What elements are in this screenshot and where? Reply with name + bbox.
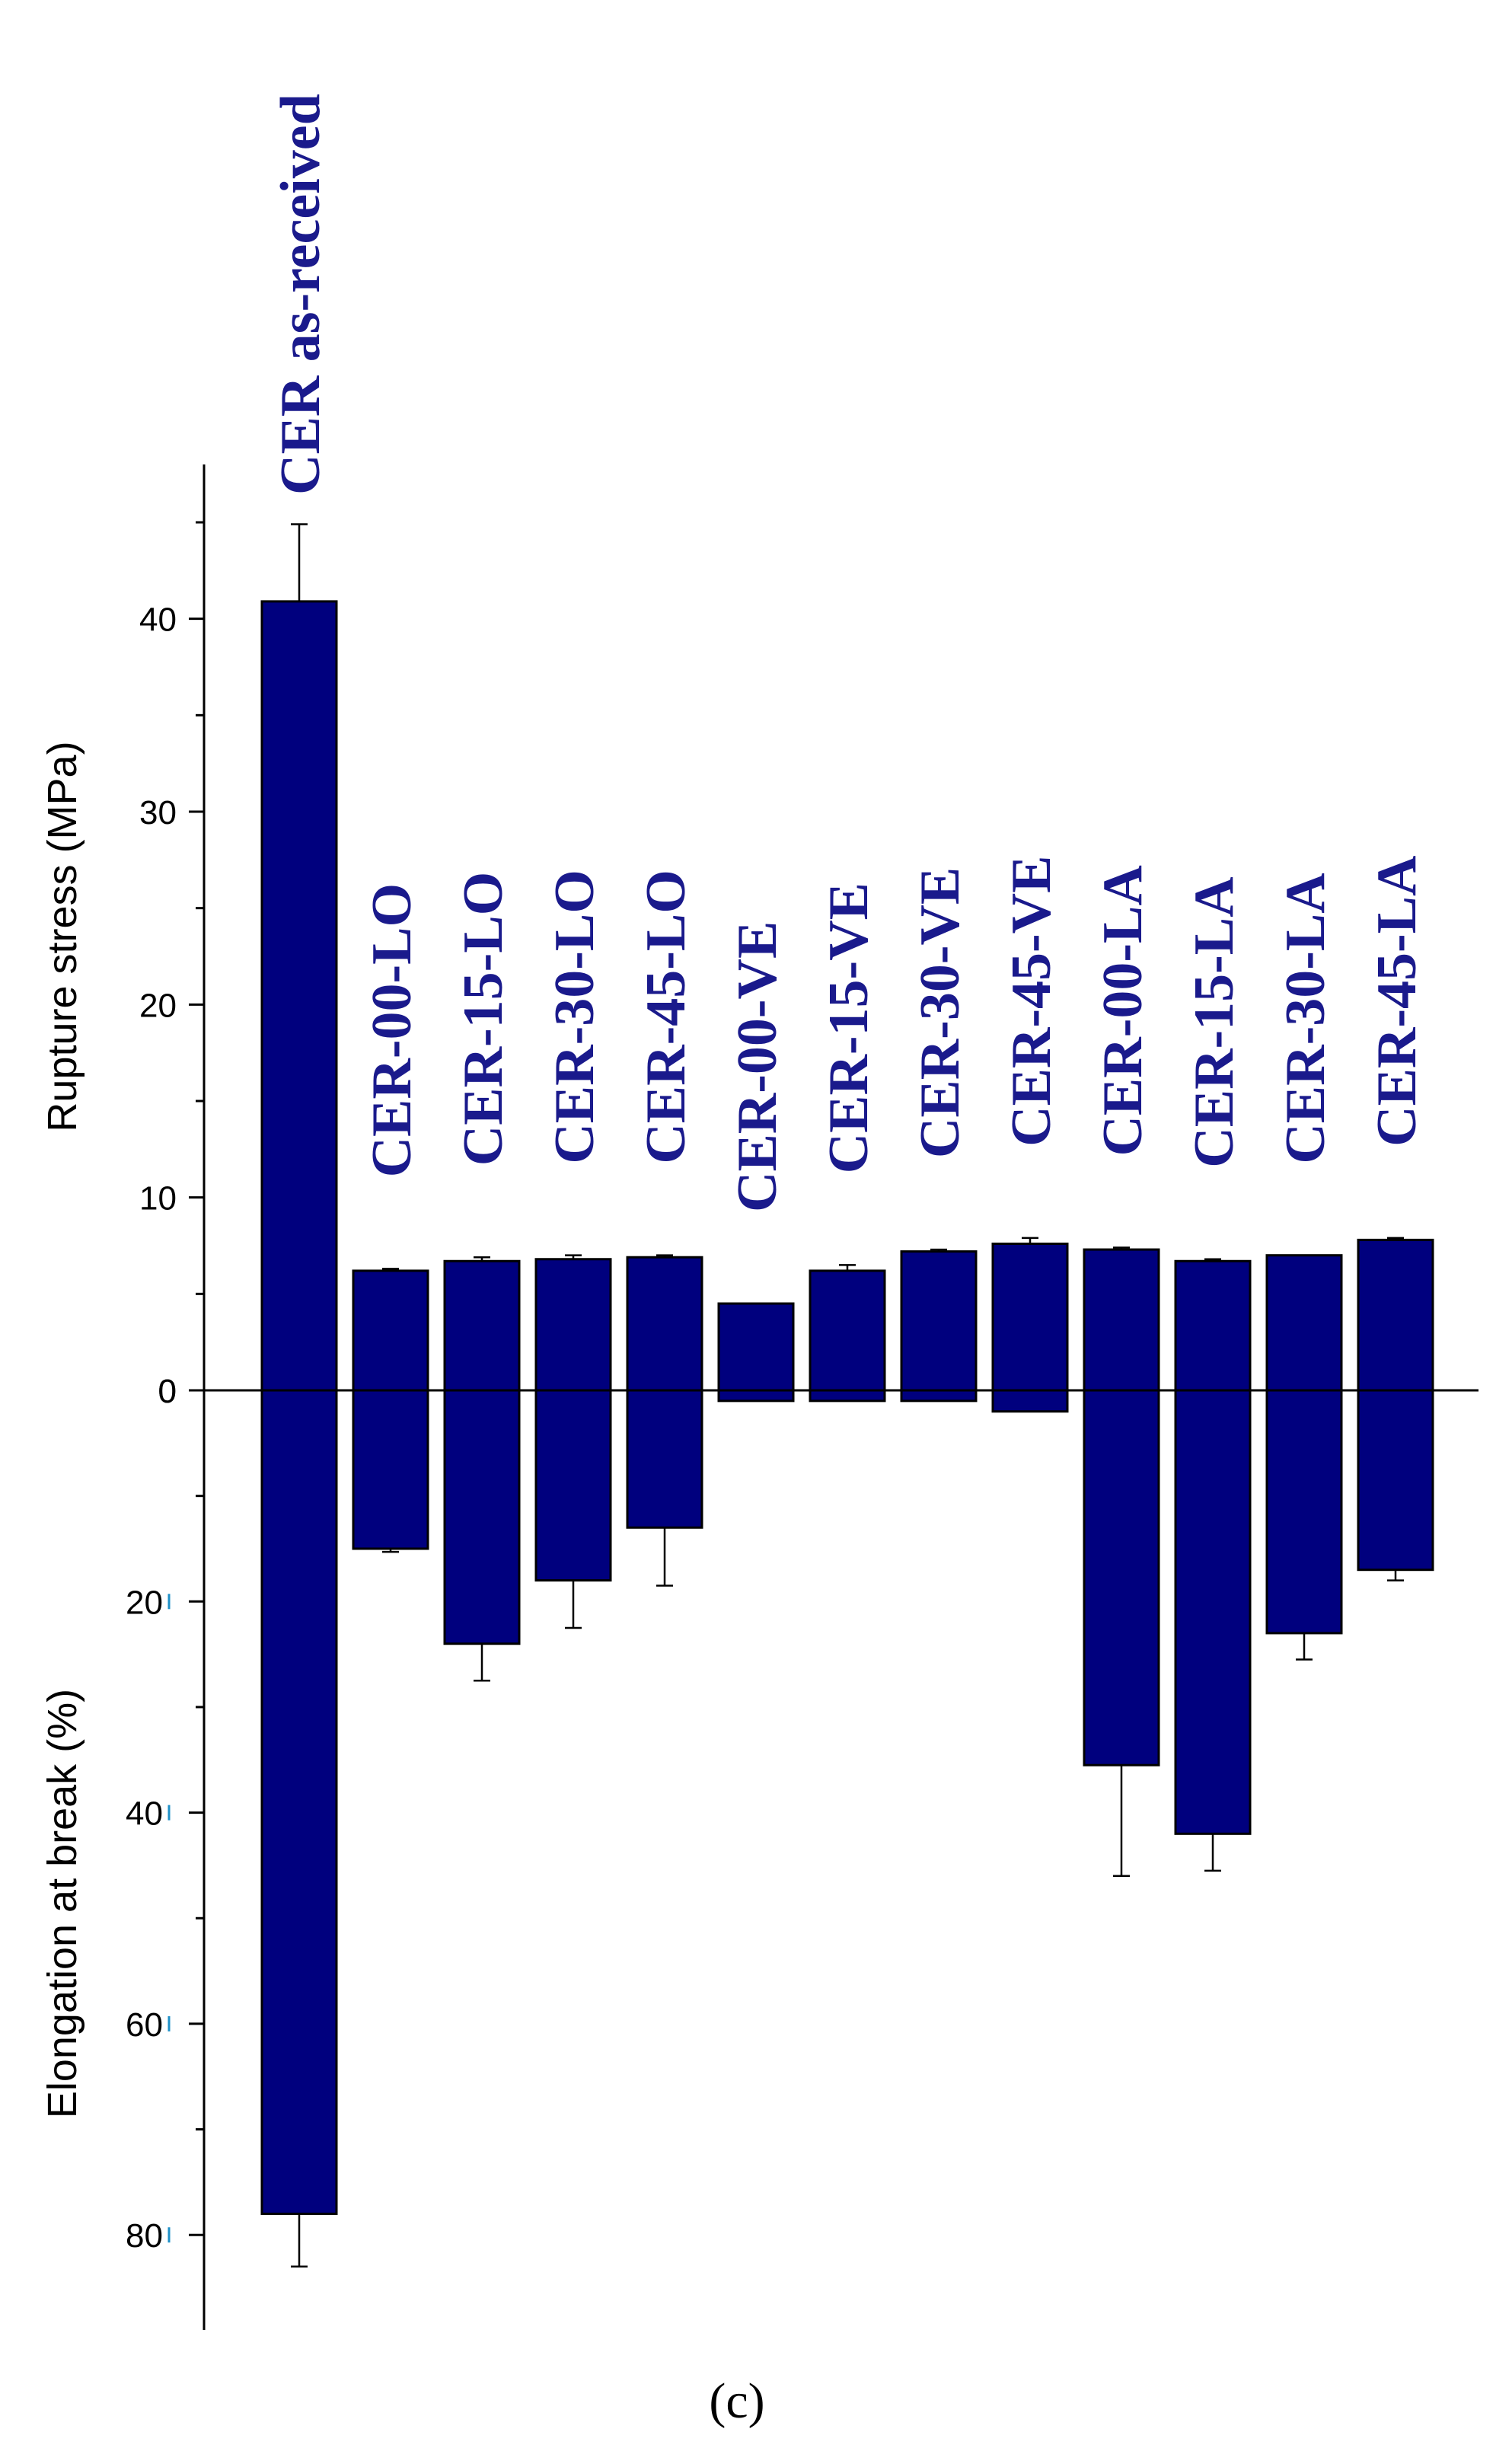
lower-tick-label: 80: [126, 2217, 163, 2255]
upper-bar: [900, 1250, 978, 1392]
category-label: CER-00-VE: [726, 921, 789, 1212]
upper-tick-label: 40: [139, 602, 177, 639]
upper-bar: [534, 1258, 612, 1392]
lower-bar: [352, 1389, 429, 1550]
upper-bars: [260, 523, 1434, 1392]
category-label: CER-45-LA: [1366, 856, 1428, 1147]
upper-tick-label: 10: [139, 1180, 177, 1218]
upper-bar: [1357, 1238, 1434, 1392]
lower-tick-label: 20: [126, 1584, 163, 1621]
upper-tick-label: 30: [139, 794, 177, 831]
category-labels: CER as-received CER-00-LO CER-15-LO CER-30-…: [270, 94, 1428, 1212]
lower-tick-label: 40: [126, 1795, 163, 1833]
upper-bar: [260, 600, 338, 1392]
upper-bar: [1174, 1259, 1252, 1392]
upper-tick-label: 0: [158, 1373, 177, 1410]
upper-bar: [352, 1269, 429, 1392]
category-label: CER-30-LA: [1274, 873, 1337, 1163]
lower-bar: [443, 1389, 521, 1645]
category-label: CER-00-LO: [361, 883, 423, 1177]
upper-bar: [1265, 1254, 1343, 1392]
category-label: CER-30-LO: [544, 870, 606, 1163]
lower-bar: [1174, 1389, 1252, 1835]
category-label: CER as-received: [270, 94, 332, 495]
lower-y-axis-title: Elongation at break (%): [40, 1689, 85, 2118]
upper-bar: [809, 1269, 886, 1392]
category-label: CER-45-VE: [1000, 856, 1063, 1147]
lower-bar: [900, 1389, 978, 1403]
lower-axis-ticks: 20 40 60 80: [126, 1495, 204, 2255]
lower-bar: [991, 1389, 1069, 1413]
category-label: CER-15-VE: [818, 882, 880, 1173]
category-label: CER-15-LO: [452, 872, 515, 1166]
zero-tick-label: 0: [158, 1373, 177, 1410]
category-label: CER-00-LA: [1092, 865, 1154, 1156]
panel-label: (c): [709, 2373, 764, 2429]
lower-bars: [260, 1389, 1434, 2268]
lower-bar: [1357, 1389, 1434, 1572]
upper-bar: [991, 1242, 1069, 1392]
lower-bar: [717, 1389, 795, 1403]
lower-bar: [260, 1389, 338, 2215]
lower-bar: [534, 1389, 612, 1582]
upper-tick-label: 20: [139, 987, 177, 1024]
upper-y-axis-title: Rupture stress (MPa): [40, 741, 85, 1131]
category-label: CER-45-LO: [635, 870, 697, 1163]
upper-bar: [717, 1302, 795, 1392]
lower-bar: [1265, 1389, 1343, 1635]
upper-bar: [626, 1256, 703, 1392]
lower-tick-label: 60: [126, 2006, 163, 2044]
upper-bar: [443, 1259, 521, 1392]
category-label: CER-30-VE: [909, 867, 971, 1158]
lower-bar: [626, 1389, 703, 1529]
lower-bar: [809, 1389, 886, 1403]
category-label: CER-15-LA: [1183, 876, 1246, 1167]
lower-bar: [1083, 1389, 1160, 1766]
upper-bar: [1083, 1248, 1160, 1392]
